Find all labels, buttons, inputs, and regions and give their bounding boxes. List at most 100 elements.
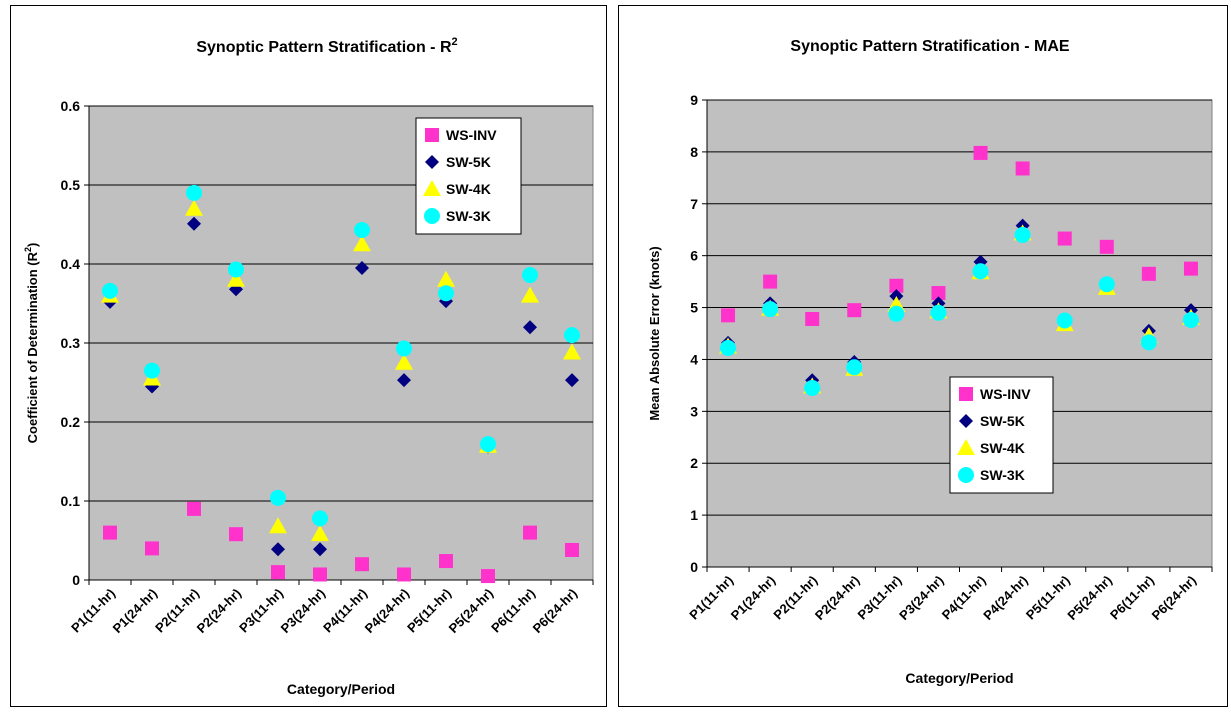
y-tick-label: 0.2: [61, 414, 81, 430]
data-point-sw-3k: [270, 489, 286, 506]
legend-label: SW-5K: [980, 413, 1025, 429]
y-tick-label: 5: [690, 300, 698, 316]
data-point-ws-inv: [1183, 261, 1198, 276]
x-tick-label: P1(11-hr): [686, 573, 736, 623]
y-tick-label: 0: [72, 572, 80, 588]
x-tick-label: P3(24-hr): [278, 586, 328, 636]
data-point-ws-inv: [1099, 239, 1114, 254]
data-point-ws-inv: [439, 554, 453, 569]
y-tick-label: 3: [690, 403, 698, 419]
x-tick-label: P4(24-hr): [362, 586, 412, 636]
data-point-sw-5k: [187, 216, 201, 231]
y-tick-label: 9: [690, 92, 698, 108]
data-point-sw-3k: [144, 362, 160, 379]
data-point-sw-5k: [523, 320, 537, 335]
data-point-ws-inv: [1015, 161, 1030, 176]
y-tick-label: 8: [690, 144, 698, 160]
x-axis-label: Category/Period: [287, 681, 395, 697]
y-tick-label: 2: [690, 455, 698, 471]
data-point-sw-4k: [353, 235, 371, 252]
chart-mae: Synoptic Pattern Stratification - MAE 0 1 2…: [647, 38, 1213, 686]
x-tick-label: P1(24-hr): [728, 573, 778, 623]
data-point-sw-3k: [846, 359, 863, 376]
x-tick-label: P5(11-hr): [1023, 573, 1073, 623]
data-point-sw-4k: [311, 525, 329, 542]
x-tick-label: P5(24-hr): [446, 586, 496, 636]
data-point-sw-3k: [228, 261, 244, 278]
data-point-sw-3k: [888, 305, 905, 322]
chart-title: Synoptic Pattern Stratification - R2: [196, 36, 457, 56]
data-point-sw-4k: [227, 270, 245, 287]
data-point-sw-4k: [395, 353, 413, 370]
chart-panel-mae: Synoptic Pattern Stratification - MAE 0 1 2…: [618, 5, 1228, 707]
y-tick-label: 0: [690, 559, 698, 575]
x-tick-label: P2(24-hr): [812, 573, 862, 623]
data-point-sw-4k: [185, 199, 203, 216]
y-tick-label: 0.4: [61, 256, 81, 272]
data-point-ws-inv: [271, 565, 285, 580]
x-tick-label: P3(11-hr): [236, 586, 286, 636]
legend-label: WS-INV: [980, 386, 1031, 402]
data-point-sw-3k: [396, 340, 412, 357]
chart-panel-r2: Synoptic Pattern Stratification - R2 0 0.1…: [10, 5, 607, 707]
y-tick-label: 4: [690, 351, 698, 367]
data-point-ws-inv: [313, 567, 327, 582]
data-point-ws-inv: [1057, 231, 1072, 246]
legend-label: WS-INV: [446, 127, 497, 143]
x-tick-label: P4(11-hr): [939, 573, 989, 623]
data-point-sw-3k: [930, 304, 947, 321]
x-tick-label: P6(11-hr): [488, 586, 538, 636]
x-tick-label: P3(11-hr): [855, 573, 905, 623]
data-point-sw-5k: [355, 260, 369, 275]
x-axis-label: Category/Period: [905, 670, 1013, 686]
data-point-sw-5k: [313, 542, 327, 557]
data-point-sw-3k: [186, 184, 202, 201]
data-point-sw-4k: [437, 270, 455, 287]
legend-label: SW-3K: [446, 208, 491, 224]
chart-title: Synoptic Pattern Stratification - MAE: [790, 38, 1069, 55]
data-point-ws-inv: [355, 557, 369, 572]
x-tick-label: P2(24-hr): [194, 586, 244, 636]
data-point-sw-3k: [1014, 226, 1031, 243]
data-point-sw-3k: [804, 379, 821, 396]
legend-marker-sw-4k: [423, 180, 441, 196]
data-point-sw-5k: [271, 542, 285, 557]
legend-marker-ws-inv: [425, 128, 439, 142]
y-tick-label: 0.1: [61, 493, 81, 509]
data-point-ws-inv: [145, 541, 159, 556]
data-point-ws-inv: [187, 501, 201, 516]
y-tick-label: 0.5: [61, 177, 81, 193]
data-point-ws-inv: [847, 303, 862, 318]
data-point-sw-3k: [972, 263, 989, 280]
x-tick-label: P1(11-hr): [68, 586, 118, 636]
legend-label: SW-4K: [446, 181, 491, 197]
x-tick-label: P5(24-hr): [1064, 573, 1114, 623]
data-point-ws-inv: [481, 569, 495, 584]
y-tick-label: 0.3: [61, 335, 81, 351]
x-tick-label: P6(24-hr): [530, 586, 580, 636]
x-tick-label: P3(24-hr): [896, 573, 946, 623]
data-point-sw-3k: [102, 282, 118, 299]
data-point-sw-4k: [269, 517, 287, 534]
data-point-sw-3k: [438, 285, 454, 302]
legend-marker-ws-inv: [959, 387, 973, 401]
legend-marker-sw-3k: [958, 467, 974, 483]
y-tick-label: 6: [690, 248, 698, 264]
data-point-sw-4k: [563, 343, 581, 360]
data-point-sw-3k: [1056, 312, 1073, 329]
data-point-ws-inv: [805, 311, 820, 326]
legend-marker-sw-4k: [957, 439, 975, 455]
data-point-sw-3k: [354, 222, 370, 239]
data-point-ws-inv: [889, 278, 904, 293]
data-point-ws-inv: [931, 286, 946, 301]
legend-marker-sw-5k: [425, 155, 439, 169]
y-tick-label: 1: [690, 507, 698, 523]
data-point-sw-4k: [521, 286, 539, 303]
data-point-ws-inv: [763, 274, 778, 289]
legend-marker-sw-3k: [424, 208, 440, 224]
data-point-sw-3k: [522, 267, 538, 284]
data-point-ws-inv: [523, 525, 537, 540]
x-tick-label: P6(11-hr): [1107, 573, 1157, 623]
data-point-sw-5k: [397, 373, 411, 388]
data-point-sw-5k: [565, 373, 579, 388]
